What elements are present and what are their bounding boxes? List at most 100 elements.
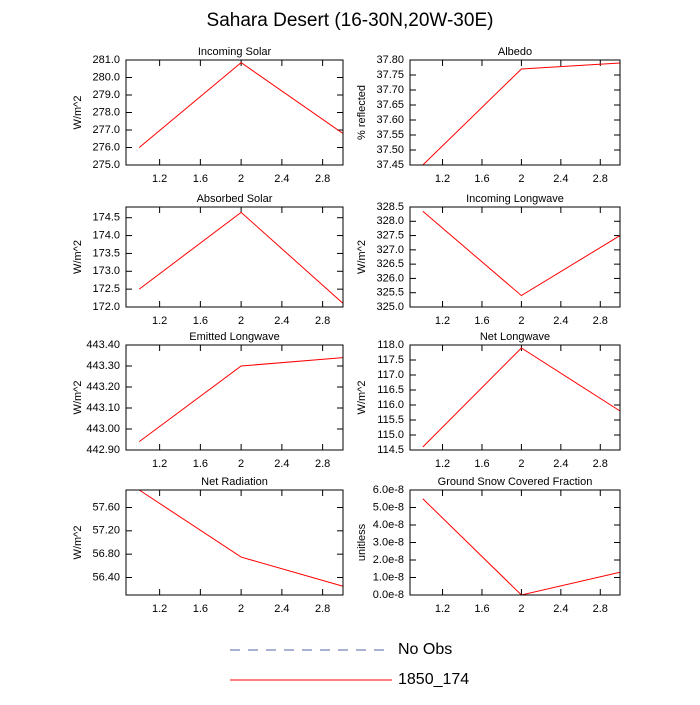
x-tick-label: 2.4 [274, 458, 289, 470]
panel-title: Albedo [498, 46, 532, 58]
x-tick-label: 1.6 [193, 458, 208, 470]
y-axis-label: W/m^2 [356, 240, 368, 274]
x-tick-label: 1.6 [474, 603, 489, 615]
y-tick-label: 4.0e-8 [373, 519, 404, 531]
y-tick-label: 281.0 [92, 54, 120, 66]
panel-title: Net Longwave [480, 331, 550, 343]
x-tick-label: 1.6 [474, 458, 489, 470]
plot-frame [409, 206, 621, 308]
x-tick-label: 2 [518, 315, 524, 327]
data-line [138, 357, 344, 443]
y-tick-label: 325.5 [376, 287, 404, 299]
y-tick-label: 37.70 [376, 84, 404, 96]
x-tick-label: 2.8 [593, 458, 608, 470]
y-tick-label: 327.0 [376, 244, 404, 256]
y-tick-label: 278.0 [92, 106, 120, 118]
plot-frame [125, 344, 344, 451]
y-tick-label: 443.20 [86, 381, 120, 393]
x-tick-label: 2.8 [593, 315, 608, 327]
plot-frame [409, 489, 621, 596]
y-axis-label: W/m^2 [72, 240, 84, 274]
y-tick-label: 173.0 [92, 265, 120, 277]
x-tick-label: 2 [238, 603, 244, 615]
panel-title: Absorbed Solar [197, 193, 273, 205]
legend-label: 1850_174 [398, 671, 469, 688]
x-tick-label: 2.4 [553, 173, 568, 185]
y-axis-label: W/m^2 [72, 96, 84, 130]
x-tick-label: 2 [518, 458, 524, 470]
plot-frame [125, 59, 344, 166]
y-tick-label: 37.45 [376, 159, 404, 171]
x-tick-label: 1.2 [435, 315, 450, 327]
x-tick-label: 2 [518, 603, 524, 615]
x-tick-label: 1.6 [474, 315, 489, 327]
x-tick-label: 1.6 [193, 173, 208, 185]
x-tick-label: 2.4 [274, 603, 289, 615]
plot-frame [409, 59, 621, 166]
y-axis-label: W/m^2 [356, 381, 368, 415]
x-tick-label: 1.6 [474, 173, 489, 185]
x-tick-label: 2.4 [553, 315, 568, 327]
data-line [138, 211, 344, 304]
y-axis-label: unitless [356, 523, 368, 561]
y-tick-label: 117.0 [377, 369, 404, 381]
x-tick-label: 1.6 [193, 315, 208, 327]
y-tick-label: 172.5 [92, 283, 120, 295]
x-tick-label: 2.8 [315, 458, 330, 470]
y-tick-label: 327.5 [376, 229, 404, 241]
y-tick-label: 172.0 [92, 301, 120, 313]
x-tick-label: 2.8 [593, 603, 608, 615]
y-tick-label: 37.80 [376, 54, 404, 66]
y-tick-label: 173.5 [92, 247, 120, 259]
panel-title: Emitted Longwave [189, 331, 280, 343]
y-tick-label: 277.0 [92, 124, 120, 136]
y-tick-label: 443.40 [86, 339, 120, 351]
y-tick-label: 443.10 [86, 402, 120, 414]
y-tick-label: 325.0 [376, 301, 404, 313]
y-tick-label: 6.0e-8 [373, 484, 404, 496]
y-tick-label: 174.0 [92, 229, 120, 241]
x-tick-label: 2 [518, 173, 524, 185]
data-line [422, 347, 621, 448]
x-tick-label: 2 [238, 315, 244, 327]
x-tick-label: 2.4 [553, 603, 568, 615]
data-line [422, 498, 621, 596]
x-tick-label: 1.2 [152, 173, 167, 185]
y-tick-label: 328.5 [376, 201, 404, 213]
x-tick-label: 1.2 [435, 458, 450, 470]
data-line [422, 210, 621, 297]
x-tick-label: 1.2 [152, 315, 167, 327]
y-tick-label: 326.5 [376, 258, 404, 270]
y-tick-label: 117.5 [377, 354, 404, 366]
y-tick-label: 56.40 [92, 571, 120, 583]
y-tick-label: 279.0 [92, 89, 120, 101]
y-tick-label: 57.20 [92, 525, 120, 537]
y-tick-label: 115.0 [377, 429, 404, 441]
y-tick-label: 115.5 [377, 414, 404, 426]
x-tick-label: 2.8 [315, 173, 330, 185]
x-tick-label: 2.8 [315, 603, 330, 615]
y-axis-label: W/m^2 [72, 381, 84, 415]
y-tick-label: 116.5 [377, 384, 404, 396]
y-tick-label: 37.55 [376, 129, 404, 141]
x-tick-label: 1.2 [152, 603, 167, 615]
y-tick-label: 443.30 [86, 360, 120, 372]
y-tick-label: 328.0 [376, 215, 404, 227]
y-tick-label: 442.90 [86, 444, 120, 456]
x-tick-label: 1.2 [152, 458, 167, 470]
y-tick-label: 114.5 [377, 444, 404, 456]
y-tick-label: 57.60 [92, 501, 120, 513]
figure-title: Sahara Desert (16-30N,20W-30E) [207, 10, 494, 31]
y-tick-label: 326.0 [376, 272, 404, 284]
x-tick-label: 1.2 [435, 603, 450, 615]
x-tick-label: 2.4 [274, 173, 289, 185]
y-tick-label: 37.50 [376, 144, 404, 156]
panel-title: Ground Snow Covered Fraction [438, 476, 593, 488]
y-tick-label: 2.0e-8 [373, 554, 404, 566]
x-tick-label: 2.8 [593, 173, 608, 185]
y-tick-label: 276.0 [92, 141, 120, 153]
x-tick-label: 1.2 [435, 173, 450, 185]
data-line [422, 62, 621, 166]
plot-frame [125, 206, 344, 308]
